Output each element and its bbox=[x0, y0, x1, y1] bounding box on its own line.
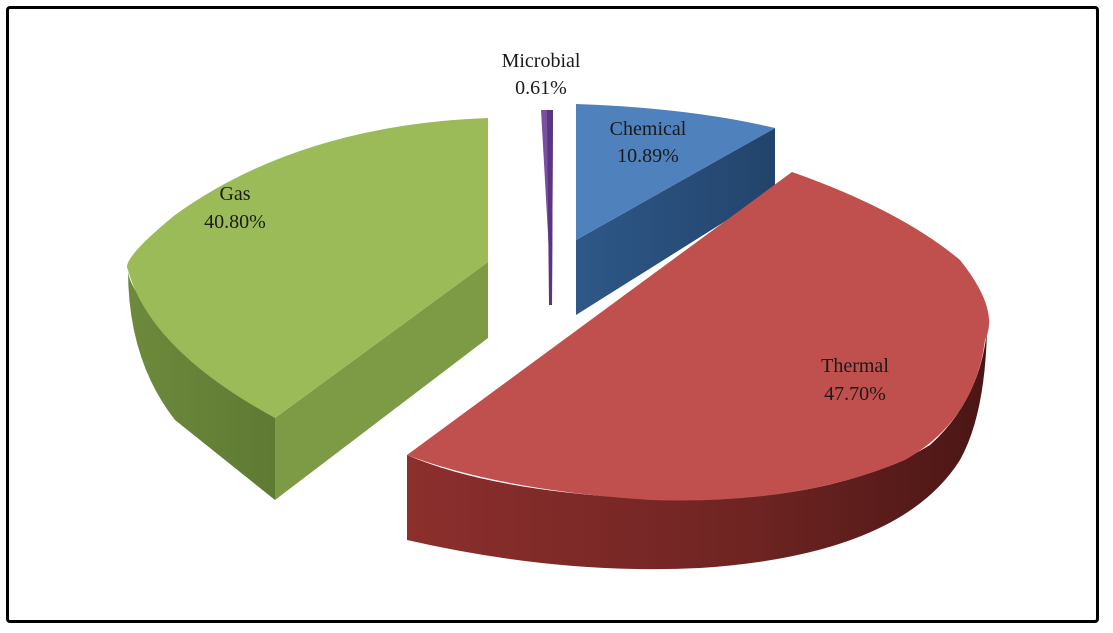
slice-gas bbox=[126, 118, 488, 500]
slice-thermal bbox=[407, 172, 990, 570]
label-gas-name: Gas bbox=[219, 183, 250, 205]
slice-thermal-side bbox=[407, 330, 987, 570]
slice-chemical-side bbox=[576, 128, 775, 315]
slice-gas-top bbox=[126, 118, 488, 418]
slice-thermal-top bbox=[407, 172, 990, 501]
label-microbial-value: 0.61% bbox=[515, 77, 567, 99]
slice-chemical bbox=[576, 104, 775, 315]
label-thermal-name: Thermal bbox=[821, 355, 889, 377]
slice-chemical-top bbox=[576, 104, 775, 240]
label-chemical-value: 10.89% bbox=[617, 145, 679, 167]
label-thermal-value: 47.70% bbox=[824, 383, 886, 405]
slice-microbial bbox=[541, 110, 553, 305]
slice-gas-cut bbox=[275, 262, 488, 500]
label-chemical-name: Chemical bbox=[610, 118, 687, 140]
label-microbial-name: Microbial bbox=[502, 50, 581, 72]
slice-microbial-side bbox=[547, 110, 553, 305]
label-gas-value: 40.80% bbox=[204, 211, 266, 233]
